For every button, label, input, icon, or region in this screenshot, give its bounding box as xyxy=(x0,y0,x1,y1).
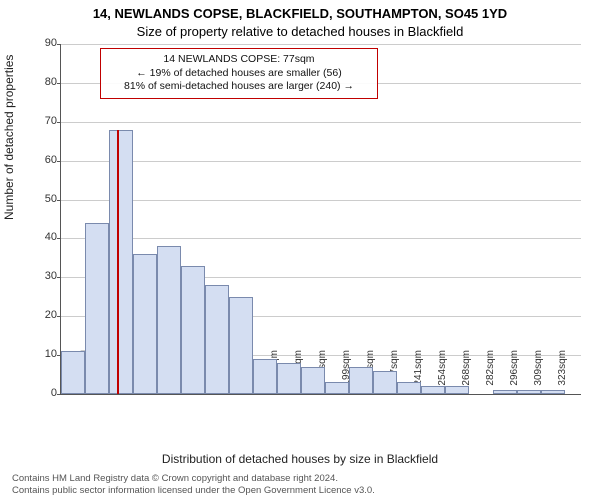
footer-line2: Contains public sector information licen… xyxy=(12,485,375,496)
grid-line xyxy=(61,200,581,201)
ytick-label: 70 xyxy=(27,115,57,127)
ytick-mark xyxy=(57,394,61,395)
grid-line xyxy=(61,161,581,162)
ytick-label: 80 xyxy=(27,76,57,88)
x-axis-label: Distribution of detached houses by size … xyxy=(0,452,600,466)
ytick-mark xyxy=(57,316,61,317)
y-axis-label: Number of detached properties xyxy=(2,55,16,220)
grid-line xyxy=(61,122,581,123)
histogram-bar xyxy=(85,223,109,394)
annotation-line2: ← 19% of detached houses are smaller (56… xyxy=(109,67,369,81)
annotation-line1: 14 NEWLANDS COPSE: 77sqm xyxy=(109,53,369,67)
histogram-bar xyxy=(157,246,181,394)
ytick-label: 40 xyxy=(27,231,57,243)
histogram-bar xyxy=(445,386,469,394)
histogram-bar xyxy=(301,367,325,394)
histogram-bar xyxy=(133,254,157,394)
histogram-bar xyxy=(61,351,85,394)
histogram-bar xyxy=(109,130,133,394)
ytick-mark xyxy=(57,83,61,84)
histogram-bar xyxy=(517,390,541,394)
histogram-bar xyxy=(541,390,565,394)
ytick-label: 50 xyxy=(27,193,57,205)
histogram-bar xyxy=(181,266,205,394)
ytick-label: 20 xyxy=(27,309,57,321)
chart-container: 14, NEWLANDS COPSE, BLACKFIELD, SOUTHAMP… xyxy=(0,0,600,500)
histogram-bar xyxy=(205,285,229,394)
ytick-mark xyxy=(57,44,61,45)
ytick-label: 60 xyxy=(27,154,57,166)
histogram-bar xyxy=(325,382,349,394)
ytick-label: 0 xyxy=(27,387,57,399)
ytick-label: 90 xyxy=(27,37,57,49)
ytick-mark xyxy=(57,200,61,201)
grid-line xyxy=(61,44,581,45)
histogram-bar xyxy=(253,359,277,394)
annotation-box: 14 NEWLANDS COPSE: 77sqm ← 19% of detach… xyxy=(100,48,378,99)
ytick-label: 30 xyxy=(27,270,57,282)
annotation-line3: 81% of semi-detached houses are larger (… xyxy=(109,80,369,94)
ytick-label: 10 xyxy=(27,348,57,360)
ytick-mark xyxy=(57,238,61,239)
histogram-bar xyxy=(421,386,445,394)
histogram-bar xyxy=(493,390,517,394)
ytick-mark xyxy=(57,277,61,278)
histogram-bar xyxy=(277,363,301,394)
histogram-bar xyxy=(349,367,373,394)
footer: Contains HM Land Registry data © Crown c… xyxy=(12,473,375,496)
histogram-bar xyxy=(397,382,421,394)
ytick-mark xyxy=(57,161,61,162)
footer-line1: Contains HM Land Registry data © Crown c… xyxy=(12,473,375,484)
chart-title-line1: 14, NEWLANDS COPSE, BLACKFIELD, SOUTHAMP… xyxy=(0,6,600,21)
grid-line xyxy=(61,238,581,239)
marker-line xyxy=(117,130,119,394)
histogram-bar xyxy=(229,297,253,394)
ytick-mark xyxy=(57,122,61,123)
histogram-bar xyxy=(373,371,397,394)
chart-title-line2: Size of property relative to detached ho… xyxy=(0,24,600,39)
